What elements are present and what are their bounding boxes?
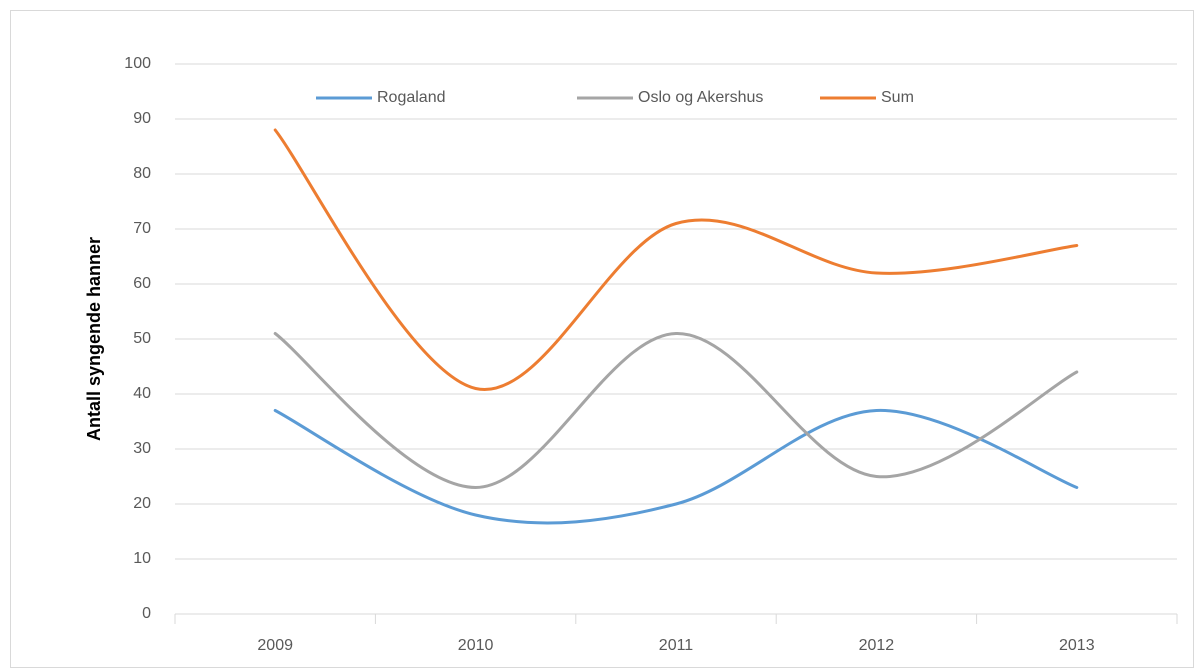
legend-label: Sum [881, 89, 914, 106]
y-tick-label: 10 [133, 550, 151, 567]
x-tick-label: 2009 [257, 637, 293, 654]
y-tick-label: 90 [133, 110, 151, 127]
y-axis-label: Antall syngende hanner [84, 237, 104, 441]
y-tick-label: 80 [133, 165, 151, 182]
x-tick-label: 2011 [659, 637, 694, 654]
line-series [273, 128, 1079, 392]
x-tick-label: 2013 [1059, 637, 1095, 654]
x-tick-label: 2010 [458, 637, 494, 654]
y-tick-label: 20 [133, 495, 151, 512]
line-series [273, 408, 1079, 525]
legend-label: Rogaland [377, 89, 446, 106]
y-tick-label: 60 [133, 275, 151, 292]
y-tick-label: 40 [133, 385, 151, 402]
y-tick-label: 70 [133, 220, 151, 237]
y-tick-label: 0 [142, 605, 151, 622]
legend-label: Oslo og Akershus [638, 89, 763, 106]
x-tick-label: 2012 [859, 637, 895, 654]
y-tick-label: 30 [133, 440, 151, 457]
line-series [273, 331, 1079, 490]
y-tick-label: 100 [124, 55, 151, 72]
y-tick-label: 50 [133, 330, 151, 347]
